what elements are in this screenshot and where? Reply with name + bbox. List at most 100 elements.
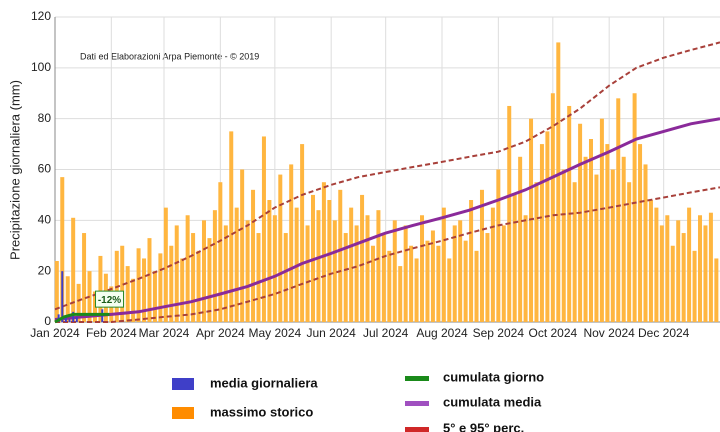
bar bbox=[469, 200, 474, 322]
bar bbox=[643, 164, 648, 322]
bar bbox=[289, 164, 294, 322]
bar bbox=[578, 123, 583, 322]
bar bbox=[98, 255, 103, 322]
bar bbox=[708, 212, 713, 322]
bar bbox=[529, 118, 534, 323]
bar bbox=[485, 233, 490, 322]
bar bbox=[191, 233, 196, 322]
x-tick-label: Jun 2024 bbox=[306, 326, 356, 340]
bar bbox=[343, 233, 348, 322]
bar bbox=[659, 225, 664, 322]
bar bbox=[610, 169, 615, 322]
bar bbox=[61, 271, 64, 322]
bar bbox=[627, 182, 632, 322]
bar bbox=[332, 220, 337, 322]
bar bbox=[316, 210, 321, 322]
x-tick-label: Jan 2024 bbox=[30, 326, 80, 340]
bar bbox=[218, 182, 223, 322]
percentile-line bbox=[54, 41, 720, 311]
x-tick-label: Oct 2024 bbox=[528, 326, 577, 340]
bar bbox=[550, 93, 555, 322]
bar bbox=[131, 278, 136, 322]
bar bbox=[512, 194, 517, 322]
bar bbox=[75, 316, 78, 322]
bar bbox=[261, 136, 266, 322]
x-tick-label: Jul 2024 bbox=[363, 326, 409, 340]
bar bbox=[414, 258, 419, 322]
bar bbox=[420, 215, 425, 322]
bar bbox=[692, 250, 697, 322]
bar bbox=[714, 258, 719, 322]
bar bbox=[687, 207, 692, 322]
bar bbox=[605, 144, 610, 322]
bar bbox=[152, 271, 157, 322]
bar bbox=[272, 215, 277, 322]
bar bbox=[251, 189, 256, 322]
bar bbox=[229, 131, 234, 322]
bar bbox=[452, 225, 457, 322]
bar bbox=[321, 182, 326, 322]
bar bbox=[169, 245, 174, 322]
bar bbox=[71, 217, 76, 322]
bar bbox=[523, 215, 528, 322]
bar bbox=[507, 105, 512, 322]
line bbox=[54, 312, 110, 324]
bar bbox=[479, 189, 484, 322]
bar bbox=[370, 245, 375, 322]
legend-swatch bbox=[172, 407, 194, 419]
bar bbox=[572, 182, 577, 322]
x-tick-label: Feb 2024 bbox=[86, 326, 137, 340]
bar bbox=[267, 200, 272, 322]
legend-label: massimo storico bbox=[210, 404, 313, 419]
bar bbox=[458, 220, 463, 322]
bar bbox=[599, 118, 604, 323]
bar bbox=[64, 316, 67, 322]
bar bbox=[196, 250, 201, 322]
bar bbox=[180, 258, 185, 322]
bar bbox=[174, 225, 179, 322]
y-tick-label: 0 bbox=[44, 314, 51, 328]
bar bbox=[534, 182, 539, 322]
bar bbox=[120, 245, 125, 322]
bar bbox=[76, 283, 81, 322]
legend-label: media giornaliera bbox=[210, 375, 318, 390]
y-tick-label: 80 bbox=[38, 111, 52, 125]
legend-label: 5° e 95° perc. bbox=[443, 420, 524, 432]
bar bbox=[616, 98, 621, 322]
bar bbox=[463, 240, 468, 322]
bar bbox=[92, 291, 97, 322]
annotation-box bbox=[95, 290, 125, 308]
x-tick-label: May 2024 bbox=[248, 326, 301, 340]
bar bbox=[163, 207, 168, 322]
bar bbox=[349, 207, 354, 322]
bar bbox=[142, 258, 147, 322]
bar bbox=[327, 200, 332, 322]
bar bbox=[545, 131, 550, 322]
bar bbox=[703, 225, 708, 322]
bar bbox=[638, 144, 643, 322]
bar bbox=[474, 250, 479, 322]
bar bbox=[490, 207, 495, 322]
legend-swatch bbox=[172, 378, 194, 390]
bar bbox=[223, 225, 228, 322]
bar bbox=[594, 174, 599, 322]
bar bbox=[376, 210, 381, 322]
bar bbox=[60, 177, 65, 322]
bar bbox=[501, 225, 506, 322]
bar bbox=[398, 266, 403, 322]
bar bbox=[698, 215, 703, 322]
bar bbox=[430, 230, 435, 322]
bar bbox=[588, 139, 593, 322]
bar bbox=[447, 258, 452, 322]
bar bbox=[621, 156, 626, 322]
bar bbox=[632, 93, 637, 322]
credit: Dati ed Elaborazioni Arpa Piemonte - © 2… bbox=[80, 51, 259, 61]
bar bbox=[681, 233, 686, 322]
bar bbox=[278, 174, 283, 322]
y-tick-label: 20 bbox=[38, 263, 52, 277]
bar bbox=[283, 233, 288, 322]
bar bbox=[403, 225, 408, 322]
bar bbox=[392, 220, 397, 322]
bar bbox=[245, 220, 250, 322]
